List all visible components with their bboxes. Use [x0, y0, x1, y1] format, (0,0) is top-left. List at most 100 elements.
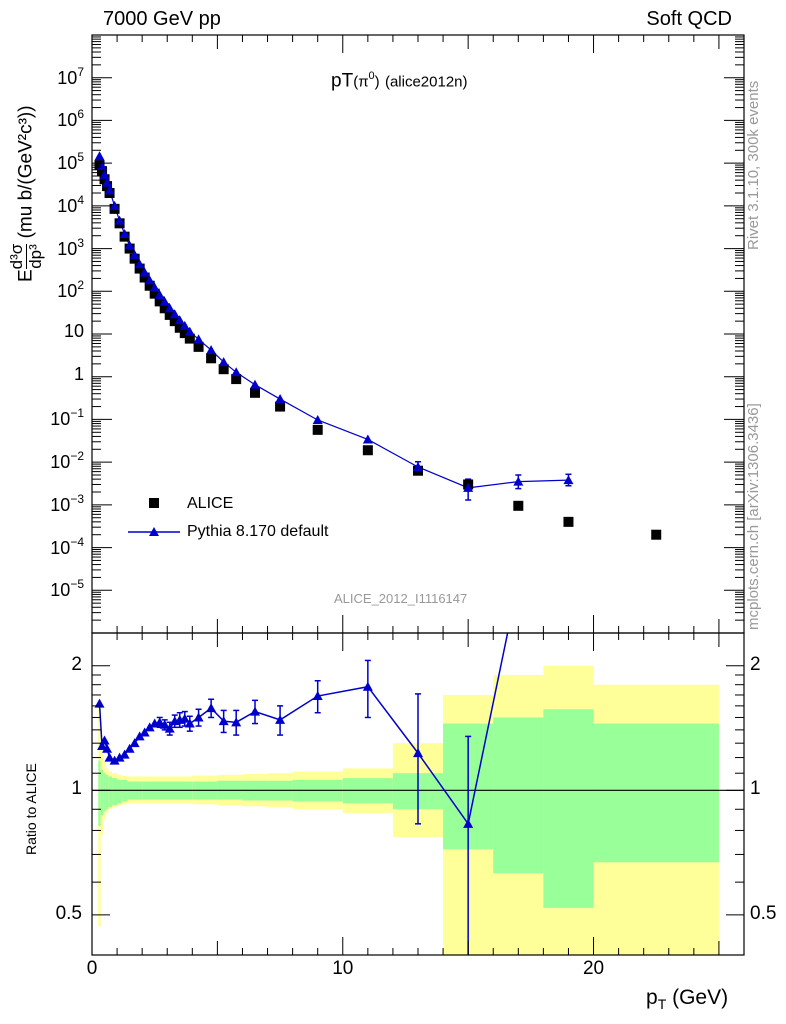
mc-point-0 — [94, 151, 105, 161]
data-point-19 — [179, 328, 190, 339]
data-point-24 — [231, 374, 242, 385]
ratio-point-2 — [99, 735, 110, 745]
ratio-point-27 — [312, 691, 323, 701]
ratio-ytick-label-right-0: 0.5 — [750, 902, 777, 924]
ratio-point-16 — [164, 723, 175, 733]
mc-point-4 — [104, 185, 115, 195]
xtick-label-0: 0 — [86, 958, 98, 979]
mc-point-23 — [218, 357, 229, 367]
data-point-33 — [651, 529, 662, 540]
legend-label-pythia: Pythia 8.170 default — [187, 523, 329, 540]
ratio-point-15 — [159, 719, 170, 729]
main-ytick-label-0: 107 — [57, 64, 84, 88]
ratio-point-8 — [124, 743, 135, 753]
title-main: pT — [331, 70, 354, 92]
data-point-12 — [144, 280, 155, 291]
mc-point-16 — [164, 303, 175, 313]
inner-band-6 — [117, 779, 123, 804]
main-ytick-label-9: 10−2 — [50, 449, 84, 473]
chart-title: pT(π0) (alice2012n) — [331, 70, 468, 92]
main-ytick-label-3: 104 — [57, 192, 84, 216]
ratio-point-6 — [114, 752, 125, 762]
main-ytick-label-8: 10−1 — [50, 406, 84, 430]
main-ytick-label-7: 1 — [73, 363, 84, 384]
main-ytick-label-2: 105 — [57, 150, 84, 174]
mc-point-26 — [275, 394, 286, 404]
inner-band-4 — [108, 776, 113, 808]
mc-point-15 — [159, 296, 170, 306]
ratio-uncertainty-bands — [98, 665, 719, 955]
main-ytick-label-9-exponent: −2 — [70, 449, 84, 464]
inner-band-0 — [98, 760, 101, 826]
ylabel-num: d³σ — [7, 243, 27, 270]
mc-point-13 — [149, 282, 160, 292]
mc-point-5 — [109, 200, 120, 210]
ratio-point-22 — [206, 703, 217, 713]
ratio-point-21 — [193, 712, 204, 722]
title-tag: (alice2012n) — [384, 73, 468, 91]
title-superscript: 0 — [368, 70, 375, 82]
ratio-point-12 — [144, 722, 155, 732]
beam-label: 7000 GeV pp — [103, 8, 221, 30]
mc-point-7 — [119, 228, 130, 238]
ratio-point-1 — [97, 740, 108, 750]
title-paren-open: ( — [353, 73, 359, 91]
mc-point-3 — [102, 177, 113, 187]
mc-point-2 — [99, 169, 110, 179]
x-axis-label: pT (GeV) — [646, 986, 728, 1012]
ratio-point-24 — [231, 717, 242, 727]
data-point-18 — [174, 322, 185, 333]
xlabel-p: p — [646, 986, 658, 1009]
legend-marker-pythia — [149, 527, 159, 536]
data-point-31 — [513, 500, 524, 511]
mc-point-27 — [312, 414, 323, 424]
ratio-point-29 — [413, 748, 423, 758]
inner-band-5 — [112, 778, 118, 806]
ratio-point-20 — [184, 718, 195, 728]
mc-point-21 — [193, 334, 204, 344]
ratio-series — [94, 633, 509, 955]
ratio-point-25 — [250, 706, 260, 716]
legend-markers — [128, 498, 180, 536]
legend-label-alice: ALICE — [187, 495, 234, 512]
ratio-point-11 — [139, 727, 150, 737]
main-ytick-label-2-exponent: 5 — [77, 150, 84, 165]
mc-point-28 — [362, 434, 373, 444]
main-ytick-label-12: 10−5 — [50, 577, 84, 601]
mc-point-19 — [179, 320, 190, 330]
main-ytick-label-1-exponent: 6 — [77, 107, 84, 122]
ylabel-den: dp³ — [26, 244, 45, 269]
data-point-26 — [275, 401, 286, 412]
main-ytick-label-4: 103 — [57, 235, 84, 259]
main-ytick-label-6: 10 — [63, 321, 84, 341]
analysis-id: ALICE_2012_I1116147 — [334, 591, 468, 606]
data-point-11 — [139, 272, 150, 283]
main-ytick-label-12-exponent: −5 — [70, 577, 84, 592]
axis-ticks — [91, 35, 744, 956]
main-ytick-label-0-exponent: 7 — [77, 64, 84, 79]
ylabel-unit: (mu b/(GeV²c³)) — [15, 105, 37, 239]
mc-point-25 — [250, 379, 260, 389]
ratio-point-5 — [109, 755, 120, 765]
ratio-ytick-label-left-2: 2 — [71, 653, 82, 675]
category-label: Soft QCD — [646, 8, 732, 30]
data-point-15 — [159, 303, 170, 314]
data-point-13 — [149, 288, 160, 299]
xtick-label-1: 10 — [332, 958, 354, 979]
ratio-ytick-label-right-2: 2 — [750, 653, 761, 675]
main-ytick-label-1: 106 — [57, 107, 84, 131]
xlabel-unit: (GeV) — [672, 986, 729, 1009]
mc-point-32 — [563, 475, 574, 485]
main-ytick-label-3-exponent: 4 — [77, 192, 84, 207]
mc-point-29 — [413, 461, 423, 471]
data-point-2 — [99, 174, 110, 185]
inner-band-3 — [105, 774, 109, 810]
ratio-point-10 — [134, 731, 145, 741]
data-point-14 — [154, 296, 165, 307]
main-series — [94, 151, 662, 540]
mc-point-1 — [97, 161, 108, 171]
ratio-ytick-label-right-1: 1 — [750, 778, 761, 800]
data-point-21 — [193, 341, 204, 352]
mc-point-6 — [114, 215, 125, 225]
